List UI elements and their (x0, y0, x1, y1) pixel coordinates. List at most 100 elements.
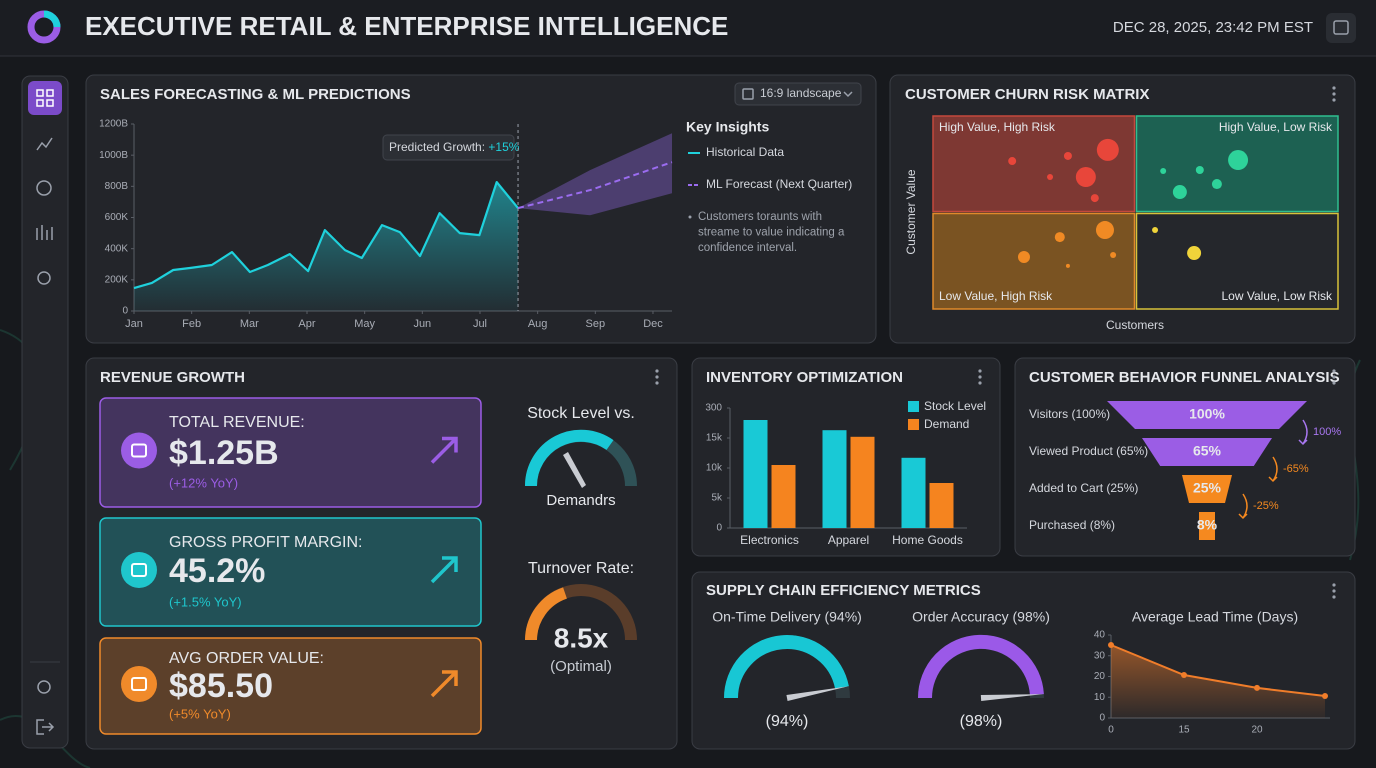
forecast-line (517, 161, 673, 210)
nav-analytics[interactable] (36, 137, 53, 151)
x-tick-label: Mar (240, 318, 259, 330)
point (1065, 263, 1070, 268)
app-title: EXECUTIVE RETAIL & ENTERPRISE INTELLIGEN… (85, 11, 728, 41)
y-tick-label: 0 (122, 306, 128, 317)
gauge-needle (980, 694, 1043, 701)
turnover-note: (Optimal) (550, 658, 612, 675)
line-point (1322, 693, 1328, 700)
chart-title: SUPPLY CHAIN EFFICIENCY METRICS (706, 582, 981, 599)
nav-preferences[interactable] (37, 680, 51, 694)
calendar-button[interactable] (1326, 13, 1356, 43)
kpi-icon (121, 552, 157, 588)
y-tick-label: 200K (105, 274, 129, 285)
x-tick-label: Jun (413, 318, 431, 330)
x-tick-label: May (354, 318, 375, 330)
stage-value: 8% (1197, 517, 1218, 533)
header-bar (0, 0, 1376, 56)
note-line: Customers toraunts with (698, 211, 822, 223)
annotation: Predicted Growth: +15% (389, 140, 520, 154)
stock-subtitle: Demandrs (546, 492, 615, 509)
nav-pie[interactable] (36, 180, 52, 196)
point (1017, 250, 1030, 263)
legend-label: Demand (924, 417, 969, 431)
x-tick-label: Jan (125, 318, 143, 330)
y-tick-label: 0 (716, 523, 722, 534)
nav-bars[interactable] (36, 225, 53, 240)
bar (929, 483, 954, 528)
kpi-change: (+1.5% YoY) (169, 594, 242, 609)
y-tick-label: 15k (706, 433, 723, 444)
point (1075, 167, 1096, 188)
stage-value: 25% (1193, 480, 1222, 496)
drop-arrow (1238, 493, 1248, 520)
kpi-trend-arrow (430, 670, 458, 698)
gauge-fill (724, 635, 849, 699)
legend-title: Key Insights (686, 119, 769, 135)
dropdown-chevron (843, 91, 853, 98)
chart-subtitle: Average Lead Time (Days) (1132, 609, 1298, 625)
kpi-card (99, 397, 482, 508)
kpi-trend-arrow (430, 436, 458, 464)
kebab-menus[interactable] (655, 86, 1336, 599)
calendar-icon (1333, 20, 1349, 35)
point (1047, 174, 1054, 181)
point (1096, 138, 1119, 161)
drop-arrow (1298, 419, 1308, 446)
kpi-value: $1.25B (169, 434, 279, 472)
logo-accent (43, 10, 61, 28)
datetime: DEC 28, 2025, 23:42 PM EST (1113, 19, 1313, 36)
y-tick-label: 400K (105, 243, 129, 254)
view-dropdown[interactable] (734, 82, 862, 106)
y-tick-label: 600K (105, 212, 129, 223)
x-tick-label: 0 (1108, 725, 1114, 736)
point (1195, 165, 1204, 174)
note-line: confidence interval. (698, 242, 797, 254)
x-tick-label: Feb (182, 318, 201, 330)
point (1095, 221, 1114, 240)
kpi-value: 45.2% (169, 552, 265, 590)
chart-title: INVENTORY OPTIMIZATION (706, 369, 903, 386)
dashboard-icon (36, 89, 54, 107)
kpi-icon-glyph (131, 677, 147, 691)
y-tick-label: 300 (705, 403, 722, 414)
kpi-change: (+12% YoY) (169, 475, 238, 490)
dropdown-icon (742, 88, 754, 100)
legend-swatch (908, 419, 919, 430)
note-line: streame to value indicating a (698, 227, 845, 239)
y-tick-label: 30 (1094, 650, 1106, 661)
nav-settings[interactable] (37, 271, 51, 285)
x-tick-label: Apr (298, 318, 315, 330)
turnover-title: Turnover Rate: (528, 560, 634, 577)
historical-line (133, 181, 519, 290)
x-tick-label: 20 (1251, 725, 1263, 736)
bar (901, 457, 926, 528)
nav-logout[interactable] (36, 719, 55, 735)
legend-label: Stock Level (924, 399, 986, 413)
point (1110, 252, 1117, 259)
note-bullet (688, 215, 692, 219)
drop-label: -25% (1253, 500, 1279, 512)
quadrant-label: High Value, Low Risk (1219, 120, 1333, 134)
annotation-text: Predicted Growth: (389, 140, 485, 154)
x-axis-label: Customers (1106, 318, 1164, 332)
nav-dashboard[interactable] (28, 81, 62, 115)
stage-value: 65% (1193, 443, 1222, 459)
point (1008, 157, 1017, 166)
stage-label: Viewed Product (65%) (1029, 444, 1148, 458)
annotation-value: +15% (488, 140, 519, 154)
gauge-value: (94%) (766, 713, 809, 730)
kpi-icon-glyph (131, 563, 147, 577)
point (1228, 150, 1249, 171)
kpi-card (99, 517, 482, 627)
line-point (1108, 641, 1114, 648)
kpi-trend-arrow (430, 556, 458, 584)
chart-title: SALES FORECASTING & ML PREDICTIONS (100, 86, 411, 103)
kpi-value: $85.50 (169, 667, 273, 705)
y-axis-label: Customer Value (904, 169, 918, 254)
y-tick-label: 0 (1099, 713, 1105, 724)
point (1152, 227, 1159, 234)
point (1172, 185, 1187, 200)
forecast-band (518, 133, 672, 216)
